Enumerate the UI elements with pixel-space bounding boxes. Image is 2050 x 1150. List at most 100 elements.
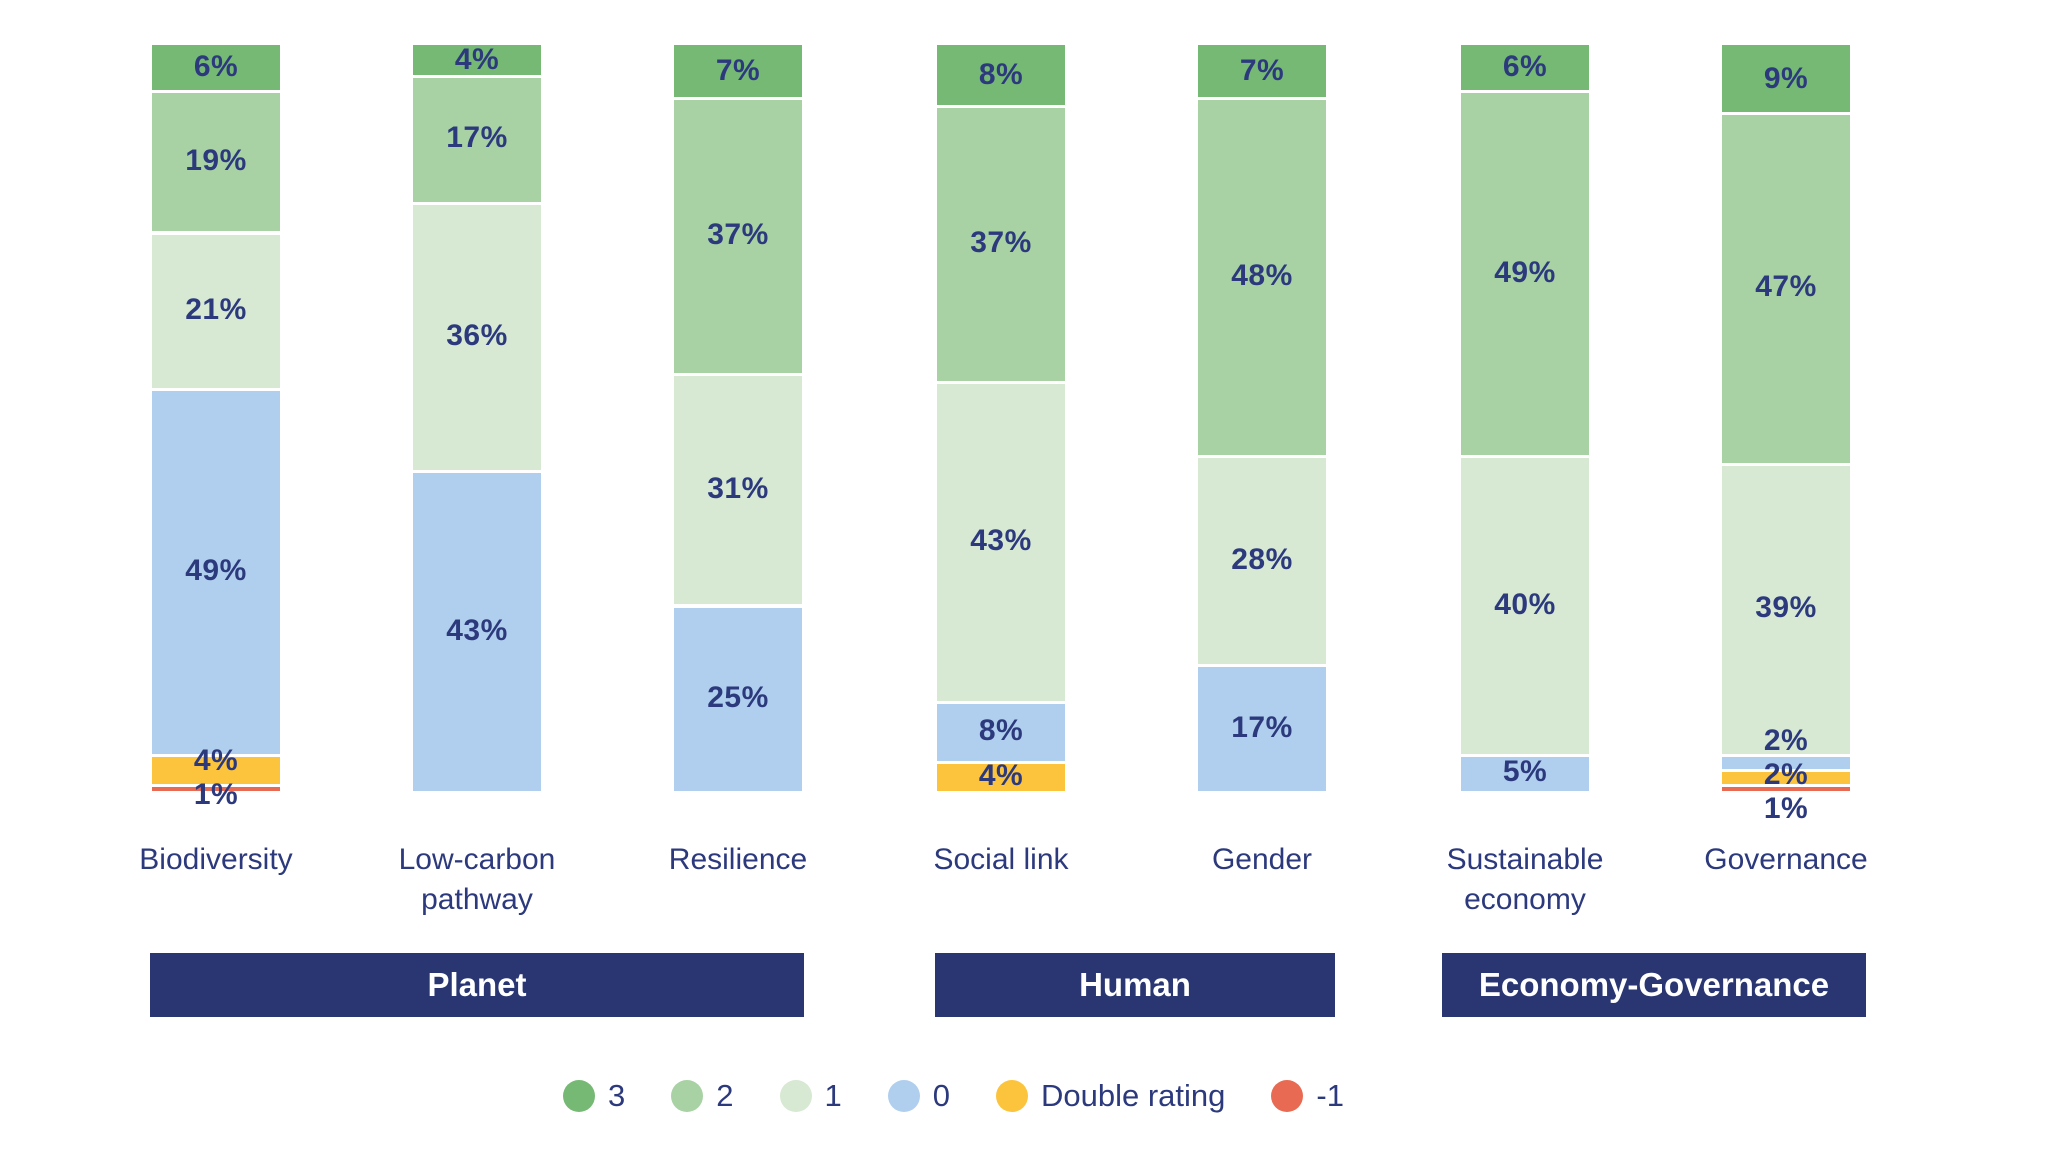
legend-item: 3 — [563, 1078, 625, 1114]
segment-value-label: 8% — [978, 57, 1024, 91]
bar-segment — [1461, 455, 1589, 754]
bar-segment — [1461, 45, 1589, 90]
bar-segment — [1722, 753, 1850, 769]
segment-value-label: 5% — [1502, 755, 1548, 789]
bar-segment — [674, 97, 802, 374]
segment-value-label: 4% — [978, 759, 1024, 793]
segment-value-label: 31% — [707, 471, 769, 505]
legend-item-label: 2 — [716, 1078, 734, 1113]
legend-dot-icon — [1271, 1080, 1304, 1112]
bar-segment — [674, 45, 802, 98]
stacked-bar: 9% 47% 39% 2% 2% 1% — [1722, 45, 1850, 825]
legend-item: Double rating — [996, 1078, 1225, 1114]
bar-segment — [413, 201, 541, 471]
segment-value-label: 39% — [1755, 591, 1817, 625]
legend-item: -1 — [1271, 1078, 1344, 1114]
legend-dot-icon — [671, 1080, 704, 1112]
bar-segment — [413, 470, 541, 791]
bar-segment — [413, 74, 541, 202]
category-label: Resilience — [668, 843, 808, 876]
bar-segment — [1198, 45, 1326, 98]
category-label: Governance — [1704, 843, 1868, 876]
legend: 3 2 1 0 Double rating -1 — [563, 1078, 1344, 1114]
segment-value-label: 2% — [1763, 757, 1809, 791]
segment-value-label: 6% — [1502, 50, 1548, 84]
segment-value-label: 17% — [446, 121, 508, 155]
group-label: Human — [935, 953, 1335, 1017]
segment-value-label: 28% — [1231, 542, 1293, 576]
legend-item: 1 — [779, 1078, 842, 1114]
bar-segment — [152, 388, 280, 754]
segment-value-label: 40% — [1494, 587, 1556, 621]
bar-segment — [674, 373, 802, 605]
stacked-bar: 7% 48% 28% 17% — [1198, 45, 1326, 791]
segment-value-label: 36% — [446, 318, 508, 352]
bar-segment — [413, 45, 541, 75]
bar-segment — [937, 380, 1065, 702]
segment-value-label: 8% — [978, 714, 1024, 748]
segment-value-label: 49% — [1494, 255, 1556, 289]
legend-item-label: 1 — [824, 1078, 842, 1113]
bar-segment — [937, 104, 1065, 381]
bar-segment — [674, 604, 802, 791]
stacked-bar: 6% 19% 21% 49% 4% 1% — [152, 45, 280, 811]
segment-value-label: 6% — [193, 50, 239, 84]
category-label: Sustainable economy — [1446, 843, 1604, 916]
bar-segment — [1722, 462, 1850, 754]
legend-item-label: 0 — [932, 1078, 950, 1113]
legend-item-label: 3 — [608, 1078, 626, 1113]
segment-value-label: 47% — [1755, 270, 1817, 304]
stacked-bar: 6% 49% 40% 5% — [1461, 45, 1589, 791]
bar-segment — [937, 45, 1065, 105]
bar-segment — [152, 783, 280, 791]
category-label: Low-carbon pathway — [398, 843, 556, 916]
segment-value-label: 4% — [193, 743, 239, 777]
group-label: Economy-Governance — [1442, 953, 1866, 1017]
group-label: Planet — [150, 953, 804, 1017]
segment-value-label: 1% — [193, 777, 239, 811]
bar-segment — [152, 45, 280, 90]
segment-value-label: 25% — [707, 680, 769, 714]
bar-segment — [1198, 97, 1326, 456]
segment-value-label: 43% — [970, 524, 1032, 558]
legend-dot-icon — [563, 1080, 595, 1112]
legend-item-label: Double rating — [1041, 1078, 1226, 1113]
bar-segment — [1722, 768, 1850, 784]
category-label: Social link — [933, 843, 1069, 876]
legend-dot-icon — [996, 1080, 1028, 1112]
segment-value-label: 2% — [1763, 723, 1809, 757]
bar-segment — [1198, 455, 1326, 665]
stacked-bar: 7% 37% 31% 25% — [674, 45, 802, 791]
stacked-bar: 8% 37% 43% 8% 4% — [937, 45, 1065, 792]
bar-segment — [1722, 45, 1850, 113]
legend-dot-icon — [887, 1080, 920, 1112]
segment-value-label: 1% — [1763, 791, 1809, 825]
segment-value-label: 4% — [454, 42, 500, 76]
legend-item: 2 — [671, 1078, 734, 1114]
segment-value-label: 9% — [1763, 61, 1809, 95]
segment-value-label: 17% — [1231, 710, 1293, 744]
segment-value-label: 21% — [185, 292, 247, 326]
segment-value-label: 7% — [1239, 54, 1285, 88]
bar-segment — [152, 753, 280, 784]
bar-segment — [1722, 112, 1850, 463]
segment-value-label: 37% — [707, 218, 769, 252]
legend-item: 0 — [887, 1078, 950, 1114]
legend-item-label: -1 — [1316, 1078, 1344, 1113]
segment-value-label: 43% — [446, 613, 508, 647]
bar-segment — [1461, 753, 1589, 791]
bar-segment — [937, 761, 1065, 791]
legend-dot-icon — [779, 1080, 812, 1112]
bar-segment — [1722, 783, 1850, 791]
segment-value-label: 37% — [970, 225, 1032, 259]
bar-segment — [152, 231, 280, 389]
category-label: Gender — [1211, 843, 1313, 876]
segment-value-label: 48% — [1231, 259, 1293, 293]
category-label: Biodiversity — [139, 843, 293, 876]
segment-value-label: 19% — [185, 143, 247, 177]
bar-segment — [1461, 89, 1589, 456]
stacked-bar: 4% 17% 36% 43% — [413, 43, 541, 791]
segment-value-label: 49% — [185, 553, 247, 587]
